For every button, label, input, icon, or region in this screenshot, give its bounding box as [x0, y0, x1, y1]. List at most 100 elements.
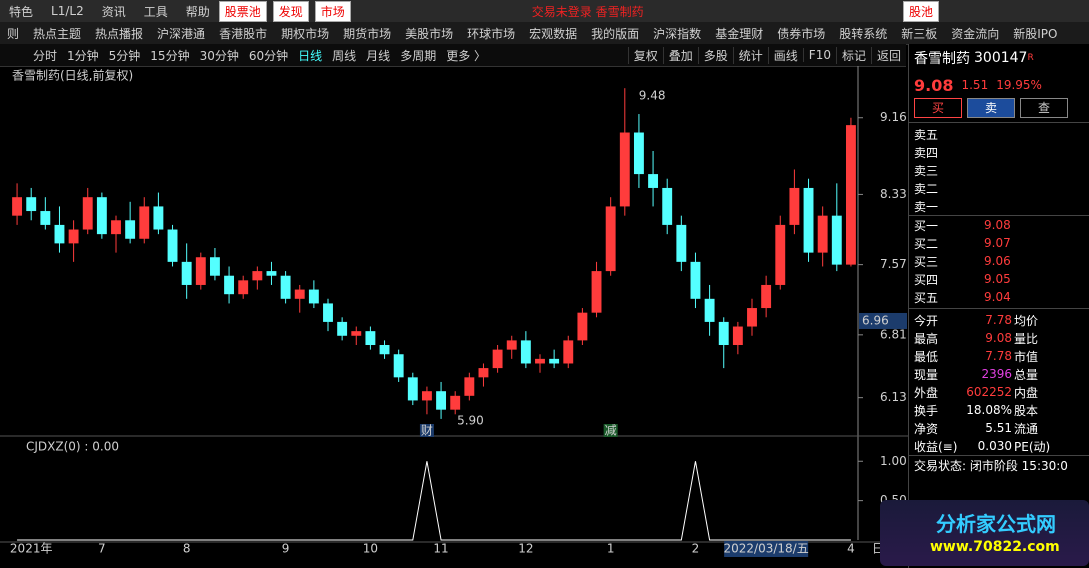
stat-label: PE(动)	[1014, 439, 1051, 454]
menu-item[interactable]: 特色	[9, 4, 34, 19]
event-box	[419, 424, 434, 437]
candle-body	[280, 275, 291, 299]
period[interactable]: 日线	[298, 48, 323, 63]
buttons: 买卖查	[909, 98, 1089, 122]
x-tick-label: 2	[692, 542, 700, 556]
tab[interactable]: 基金理财	[715, 26, 764, 41]
candle-body	[492, 349, 503, 369]
x-tick-label: 2022/03/18/五	[724, 542, 809, 556]
indicator-line	[17, 461, 851, 541]
candle-body	[789, 187, 800, 225]
tab[interactable]: 沪深指数	[653, 26, 702, 41]
stat-label: 净资	[914, 421, 939, 436]
divider	[909, 215, 1089, 216]
period[interactable]: 30分钟	[199, 48, 239, 63]
period[interactable]: 15分钟	[150, 48, 190, 63]
y-tick-label: 6.81	[880, 327, 907, 341]
change: 1.51	[961, 78, 989, 92]
menu-item[interactable]: L1/L2	[51, 4, 84, 18]
menu-button[interactable]: 市场	[314, 0, 351, 22]
candle-body	[648, 174, 659, 188]
tab[interactable]: 股转系统	[839, 26, 888, 41]
tab[interactable]: 美股市场	[405, 26, 454, 41]
candle-body	[26, 197, 37, 212]
stat-label: 内盘	[1014, 385, 1039, 400]
period[interactable]: 更多 〉	[446, 48, 487, 63]
ask-row: 卖五	[914, 127, 939, 142]
menu-button[interactable]: 发现	[272, 0, 309, 22]
stat-value: 7.78	[985, 313, 1012, 327]
candle-body	[167, 229, 178, 262]
stat-label: 总量	[1014, 367, 1039, 382]
bid-row: 买二 9.07	[909, 234, 1089, 252]
period[interactable]: 1分钟	[67, 48, 99, 63]
indicator-title: CJDXZ(0) : 0.00	[26, 440, 119, 454]
candle-body	[195, 257, 206, 285]
tab[interactable]: 热点播报	[95, 26, 144, 41]
tool[interactable]: 叠加	[662, 46, 698, 64]
candle-body	[676, 224, 687, 262]
tab[interactable]: 期权市场	[281, 26, 330, 41]
tab[interactable]: 热点主题	[33, 26, 82, 41]
period[interactable]: 周线	[332, 48, 357, 63]
quote-header: 香雪制药 300147 R	[909, 44, 1089, 72]
tool[interactable]: F10	[802, 48, 836, 62]
y-tick-label: 1.00	[880, 454, 907, 468]
period[interactable]: 多周期	[400, 48, 437, 63]
tool[interactable]: 多股	[697, 46, 733, 64]
stat-row: 净资 5.51 流通	[909, 419, 1089, 437]
login-status: 交易未登录 香雪制药	[531, 4, 644, 19]
event-label: 财	[421, 424, 433, 438]
tool[interactable]: 返回	[870, 46, 906, 64]
menu-button[interactable]: 股票池	[218, 0, 267, 22]
tab[interactable]: 新股IPO	[1013, 26, 1058, 41]
tab[interactable]: 环球市场	[467, 26, 516, 41]
menu-item[interactable]: 资讯	[101, 4, 126, 19]
tab[interactable]: 资金流向	[951, 26, 1000, 41]
candle-body	[591, 271, 602, 313]
tool[interactable]: 画线	[767, 46, 803, 64]
y-tick-label: 6.13	[880, 390, 907, 404]
menu-bar: 特色 L1/L2 资讯 工具 帮助 股票池 发现 市场 交易未登录 香雪制药 股池	[0, 0, 1089, 22]
x-tick-label: 10	[363, 542, 378, 556]
trade-button[interactable]: 卖	[967, 98, 1015, 118]
bid-row: 买一 9.08	[909, 216, 1089, 234]
tab[interactable]: 新三板	[901, 26, 938, 41]
trade-button[interactable]: 查	[1020, 98, 1068, 118]
stat-label: 市值	[1014, 349, 1039, 364]
tab[interactable]: 债券市场	[777, 26, 826, 41]
period[interactable]: 分时	[33, 48, 58, 63]
menu-item[interactable]: 帮助	[185, 4, 210, 19]
quote-panel: 香雪制药 300147 R 9.08 1.51 19.95% 买卖查卖五 卖四 卖三 卖二 卖一 买一…	[908, 44, 1089, 568]
candle-body	[817, 215, 828, 253]
stat-label: 最低	[914, 349, 939, 364]
candle-body	[704, 298, 715, 322]
stat-row: 现量 2396 总量	[909, 365, 1089, 383]
candle-body	[506, 340, 517, 350]
tool[interactable]: 统计	[732, 46, 768, 64]
tab[interactable]: 沪深港通	[157, 26, 206, 41]
candle-body	[718, 321, 729, 346]
candle-body	[535, 358, 545, 364]
stat-row: 收益(≡) 0.030 PE(动)	[909, 437, 1089, 455]
stat-label: 收益(≡)	[914, 439, 958, 454]
tab[interactable]: 宏观数据	[529, 26, 578, 41]
tab[interactable]: 香港股市	[219, 26, 268, 41]
bid-price: 9.08	[984, 218, 1011, 232]
tab[interactable]: 则	[7, 26, 20, 41]
trade-button[interactable]: 买	[914, 98, 962, 118]
period[interactable]: 5分钟	[108, 48, 141, 63]
stock-pool[interactable]: 股池	[902, 0, 939, 22]
period[interactable]: 月线	[366, 48, 391, 63]
candle-body	[96, 197, 107, 235]
candle-body	[393, 354, 404, 378]
tool[interactable]: 复权	[627, 46, 663, 64]
stat-label: 外盘	[914, 385, 939, 400]
tab[interactable]: 期货市场	[343, 26, 392, 41]
candle-body	[803, 187, 814, 253]
menu-item[interactable]: 工具	[143, 4, 168, 19]
period[interactable]: 60分钟	[248, 48, 289, 63]
candle-body	[68, 229, 79, 244]
tool[interactable]: 标记	[835, 46, 871, 64]
tab[interactable]: 我的版面	[591, 26, 640, 41]
